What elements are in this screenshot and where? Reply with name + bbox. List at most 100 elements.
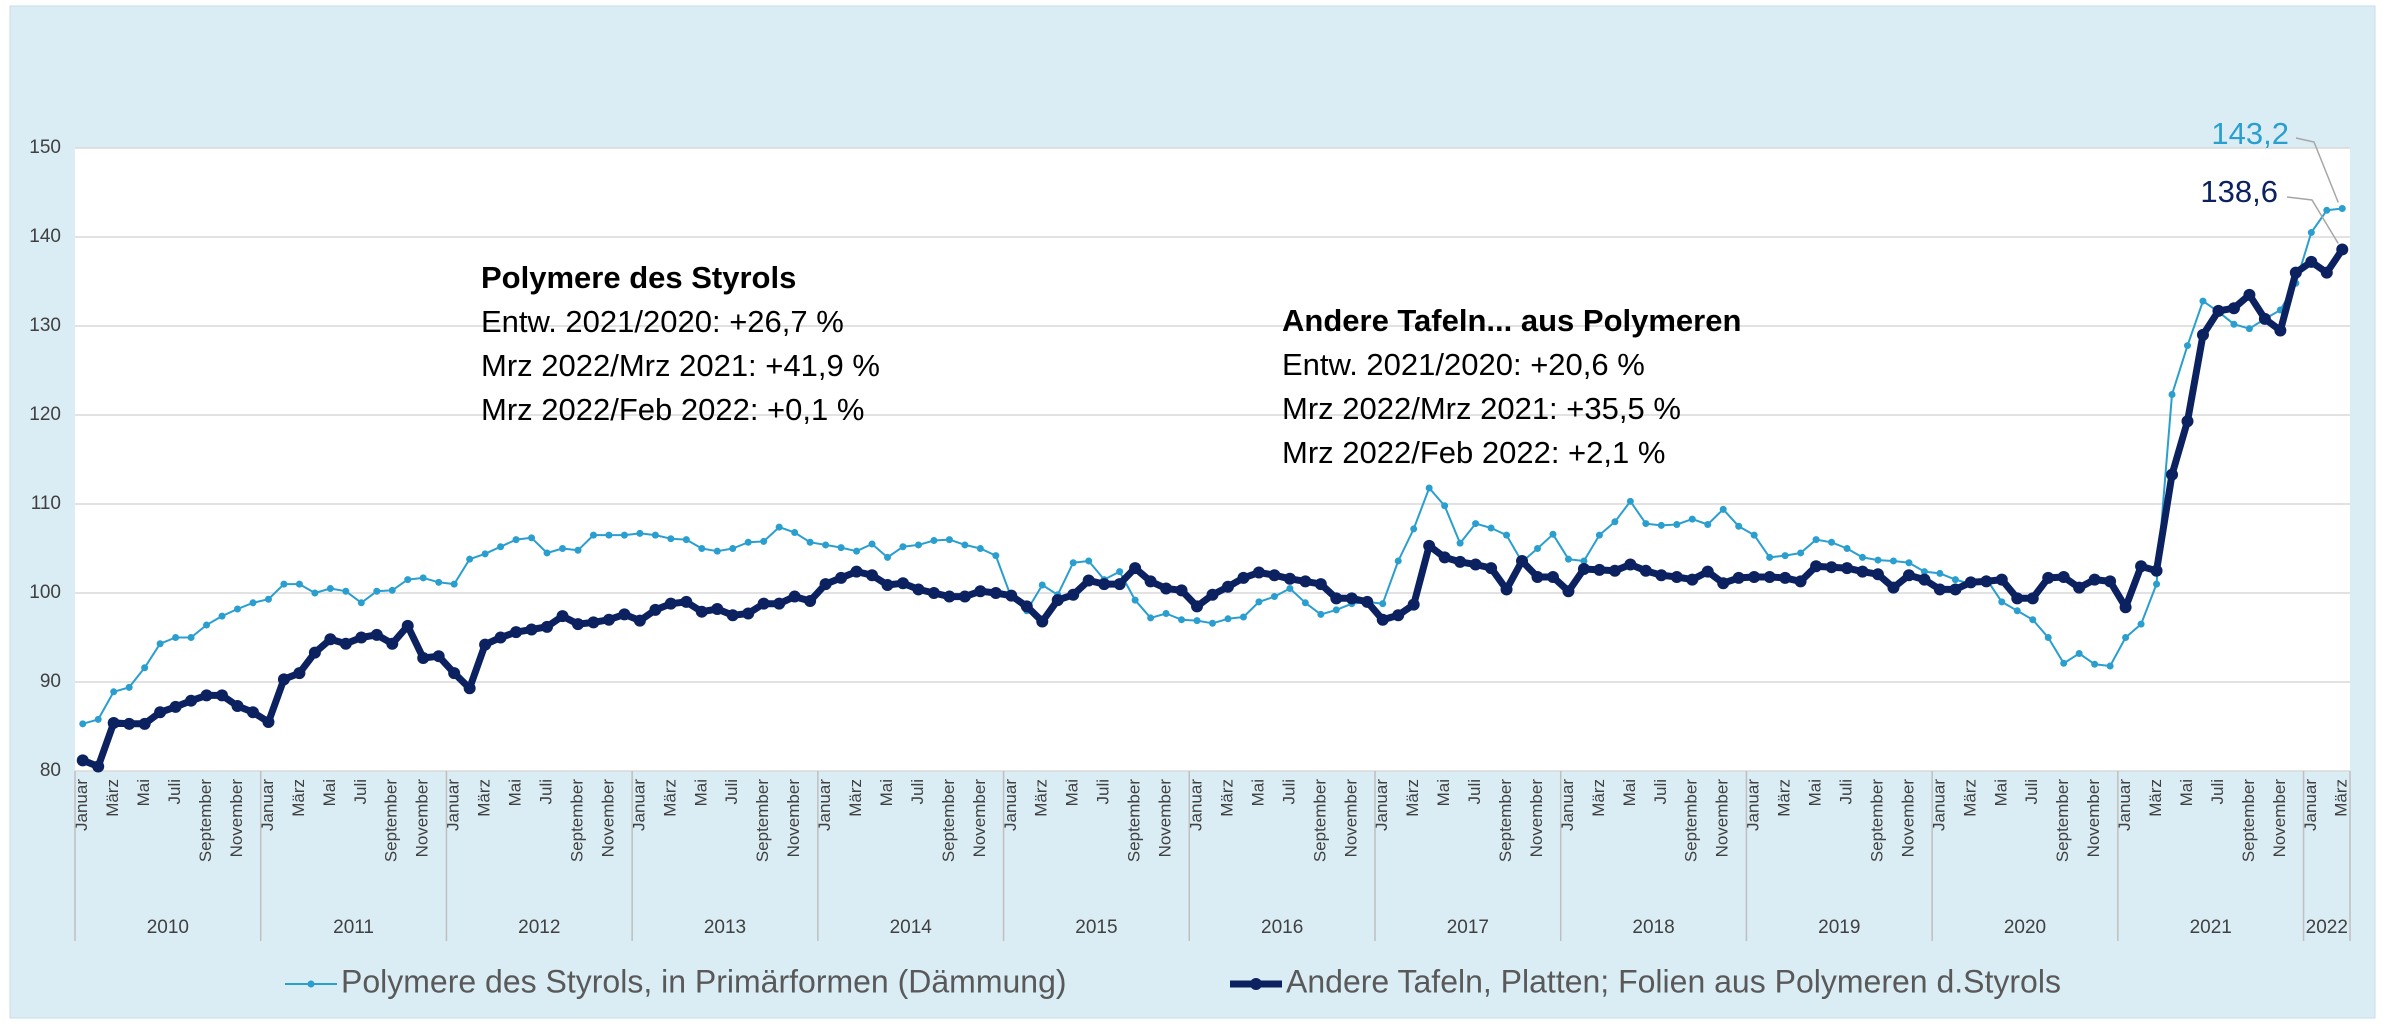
data-point — [559, 545, 566, 552]
x-tick-label: Mai — [1063, 779, 1082, 806]
data-point — [2338, 205, 2346, 213]
data-point — [1763, 570, 1776, 583]
data-point — [1085, 557, 1093, 565]
data-point — [620, 531, 628, 539]
data-point — [2153, 580, 2161, 588]
data-point — [326, 585, 334, 593]
x-tick-label: Mai — [506, 779, 525, 806]
data-point — [1701, 565, 1714, 578]
data-point — [308, 646, 321, 659]
data-point — [1688, 515, 1696, 523]
data-point — [1286, 585, 1294, 593]
data-point — [992, 552, 1000, 560]
x-tick-label: November — [970, 779, 989, 858]
x-tick-label: September — [196, 779, 215, 862]
data-point — [1317, 610, 1325, 618]
data-point — [2289, 266, 2302, 279]
data-point — [2243, 288, 2256, 301]
data-point — [1051, 594, 1064, 607]
data-point — [1704, 520, 1712, 528]
data-point — [2168, 391, 2176, 399]
year-label: 2016 — [1261, 917, 1303, 938]
data-point — [1113, 578, 1126, 591]
x-tick-label: November — [1898, 779, 1917, 858]
data-point — [1175, 584, 1188, 597]
data-point — [1209, 619, 1216, 627]
x-tick-label: Januar — [629, 779, 648, 831]
data-point — [1781, 552, 1789, 560]
data-point — [711, 603, 724, 616]
x-tick-label: November — [227, 779, 246, 858]
data-point — [324, 633, 337, 646]
x-tick-label: Januar — [1558, 779, 1577, 831]
data-point — [1964, 576, 1977, 589]
x-tick-label: Mai — [877, 779, 896, 806]
x-tick-label: September — [939, 779, 958, 862]
data-point — [1376, 613, 1389, 626]
data-point — [1503, 531, 1511, 539]
data-point — [1500, 583, 1513, 596]
data-point — [1577, 562, 1590, 575]
data-point — [850, 565, 863, 578]
data-point — [853, 547, 861, 555]
data-point — [556, 610, 569, 623]
year-label: 2012 — [518, 917, 560, 938]
data-point — [1129, 562, 1142, 575]
data-point — [1283, 572, 1296, 585]
data-point — [1717, 577, 1730, 590]
data-point — [1871, 568, 1884, 581]
data-point — [404, 576, 412, 584]
x-tick-label: Januar — [444, 779, 463, 831]
data-point — [203, 621, 211, 629]
x-tick-label: Juli — [165, 779, 184, 805]
data-point — [835, 571, 848, 584]
y-tick-label: 130 — [29, 315, 61, 336]
data-point — [1392, 609, 1405, 622]
data-point — [729, 545, 737, 552]
data-point — [1268, 569, 1281, 582]
y-tick-label: 90 — [40, 671, 61, 692]
x-tick-label: November — [1341, 779, 1360, 858]
y-tick-label: 100 — [29, 582, 61, 603]
data-point — [1841, 562, 1854, 575]
data-point — [899, 543, 907, 551]
data-point — [571, 618, 584, 631]
x-tick-label: November — [1156, 779, 1175, 858]
x-tick-label: März — [475, 779, 494, 817]
data-point — [744, 538, 752, 546]
data-point — [1270, 593, 1278, 601]
data-point — [1642, 520, 1650, 528]
x-tick-label: Juli — [1094, 779, 1113, 805]
data-point — [1082, 574, 1095, 587]
data-point — [2013, 607, 2021, 615]
data-point — [1314, 578, 1327, 591]
x-tick-label: November — [1713, 779, 1732, 858]
x-tick-label: März — [103, 779, 122, 817]
data-point — [2166, 468, 2179, 481]
data-point — [1410, 525, 1418, 533]
data-point — [481, 550, 489, 558]
data-point — [494, 631, 507, 644]
data-point — [713, 547, 721, 555]
data-point — [2196, 328, 2209, 341]
year-label: 2013 — [704, 917, 746, 938]
x-tick-label: September — [1125, 779, 1144, 862]
annotation-title: Polymere des Styrols — [481, 260, 796, 295]
year-label: 2020 — [2004, 917, 2046, 938]
data-point — [1936, 569, 1944, 577]
data-point — [435, 578, 443, 586]
data-point — [141, 664, 149, 672]
data-point — [339, 637, 352, 650]
data-point — [912, 583, 925, 596]
data-point — [976, 545, 984, 552]
data-point — [1147, 614, 1155, 622]
data-point — [2106, 662, 2114, 670]
data-point — [110, 688, 118, 696]
data-point — [1626, 497, 1634, 505]
x-tick-label: Juli — [2208, 779, 2227, 805]
data-point — [2199, 297, 2207, 305]
data-point — [2104, 575, 2117, 588]
x-tick-label: März — [2146, 779, 2165, 817]
data-point — [1531, 570, 1544, 583]
x-tick-label: Mai — [134, 779, 153, 806]
